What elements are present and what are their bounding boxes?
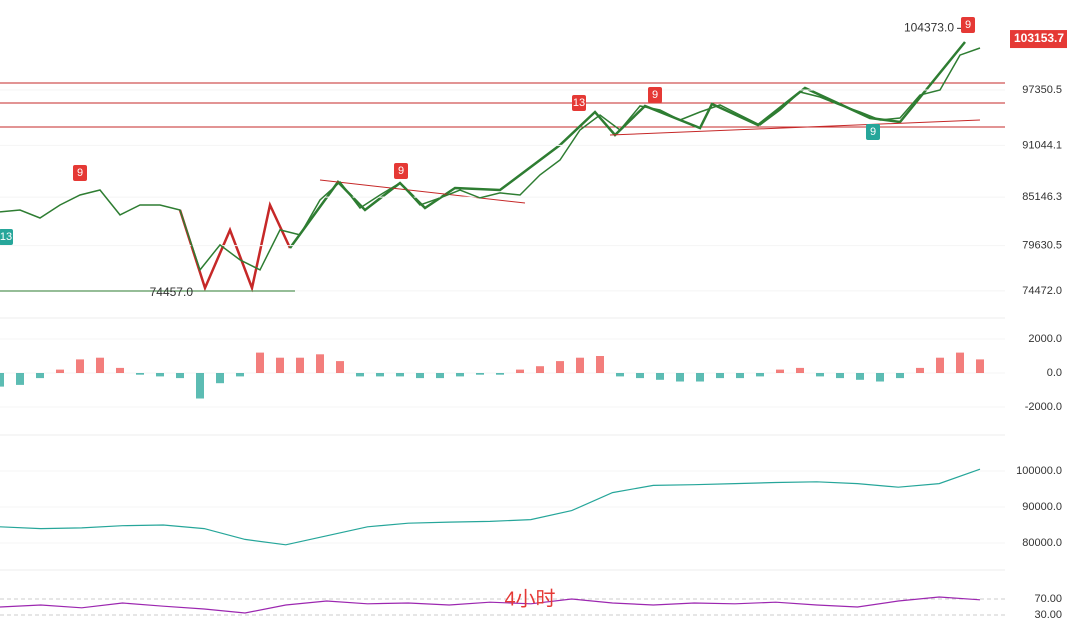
histogram-bar — [296, 357, 304, 374]
signal-badge — [648, 87, 662, 103]
y-tick-label: 90000.0 — [1022, 501, 1062, 513]
histogram-bar — [36, 373, 44, 379]
histogram-bar — [76, 359, 84, 374]
signal-badge — [0, 229, 13, 245]
histogram-bar — [536, 366, 544, 374]
histogram-bar — [696, 373, 704, 382]
signal-label: 13 — [0, 231, 12, 243]
histogram-bar — [136, 373, 144, 375]
histogram-bar — [476, 373, 484, 375]
signal-label: 9 — [652, 89, 658, 101]
histogram-bar — [596, 356, 604, 374]
last-price-badge — [1010, 30, 1067, 49]
signal-label: 9 — [965, 19, 971, 31]
y-tick-label: 91044.1 — [1022, 139, 1062, 151]
histogram-bar — [876, 373, 884, 382]
histogram-bar — [576, 357, 584, 374]
price-line — [0, 468, 981, 546]
y-tick-label: 0.0 — [1047, 367, 1062, 379]
histogram-bar — [916, 367, 924, 374]
price-line — [0, 596, 981, 614]
histogram-bar — [356, 373, 364, 377]
histogram-bar — [896, 373, 904, 379]
histogram-bar — [416, 373, 424, 379]
histogram-bar — [716, 373, 724, 379]
histogram-bar — [276, 357, 284, 374]
price-line — [0, 47, 981, 272]
histogram-bar — [496, 373, 504, 375]
signal-badge — [866, 124, 880, 140]
histogram-bar — [516, 369, 524, 374]
y-tick-label: 70.00 — [1034, 593, 1062, 605]
signal-badge — [73, 165, 87, 181]
channel-line — [609, 119, 981, 136]
histogram-bar — [16, 373, 24, 385]
signal-label: 9 — [870, 126, 876, 138]
histogram-bar — [336, 361, 344, 374]
signal-badge — [394, 163, 408, 179]
channel-line — [319, 179, 526, 204]
wave-line — [288, 41, 966, 249]
histogram-bar — [236, 373, 244, 377]
y-tick-label: 85146.3 — [1022, 191, 1062, 203]
wave-line — [178, 201, 292, 293]
histogram-bar — [256, 352, 264, 374]
y-tick-label: 2000.0 — [1028, 333, 1062, 345]
histogram-bar — [56, 369, 64, 374]
signal-label: 13 — [573, 97, 585, 109]
histogram-bar — [216, 373, 224, 384]
histogram-bar — [836, 373, 844, 379]
histogram-bar — [976, 359, 984, 374]
histogram-bar — [96, 357, 104, 374]
y-tick-label: 74472.0 — [1022, 285, 1062, 297]
histogram-bar — [756, 373, 764, 377]
histogram-bar — [736, 373, 744, 379]
histogram-bar — [616, 373, 624, 377]
y-tick-label: 100000.0 — [1016, 465, 1062, 477]
histogram-bar — [676, 373, 684, 382]
histogram-bar — [636, 373, 644, 379]
histogram-bar — [956, 352, 964, 374]
y-tick-label: 97350.5 — [1022, 84, 1062, 96]
y-tick-label: -2000.0 — [1025, 401, 1062, 413]
histogram-bar — [0, 373, 4, 387]
histogram-bar — [316, 354, 324, 374]
histogram-bar — [456, 373, 464, 377]
histogram-bar — [376, 373, 384, 377]
histogram-bar — [776, 369, 784, 374]
histogram-bar — [816, 373, 824, 377]
histogram-bar — [196, 373, 204, 399]
histogram-bar — [176, 373, 184, 379]
histogram-bar — [156, 373, 164, 377]
histogram-bar — [796, 367, 804, 374]
signal-badge — [572, 95, 586, 111]
y-tick-label: 80000.0 — [1022, 537, 1062, 549]
interval-label: 4小时 — [504, 587, 555, 610]
last-price-label: 103153.7 — [1014, 31, 1064, 45]
signal-label: 9 — [77, 167, 83, 179]
histogram-bar — [656, 373, 664, 380]
histogram-bar — [116, 367, 124, 374]
histogram-bar — [936, 357, 944, 374]
low-label: 74457.0 — [150, 285, 194, 299]
histogram-bar — [556, 361, 564, 374]
signal-label: 9 — [398, 165, 404, 177]
y-tick-label: 30.00 — [1034, 609, 1062, 621]
histogram-bar — [436, 373, 444, 379]
histogram-bar — [396, 373, 404, 377]
high-label: 104373.0 — [904, 21, 954, 35]
y-tick-label: 79630.5 — [1022, 240, 1062, 252]
signal-badge — [961, 17, 975, 33]
histogram-bar — [856, 373, 864, 380]
